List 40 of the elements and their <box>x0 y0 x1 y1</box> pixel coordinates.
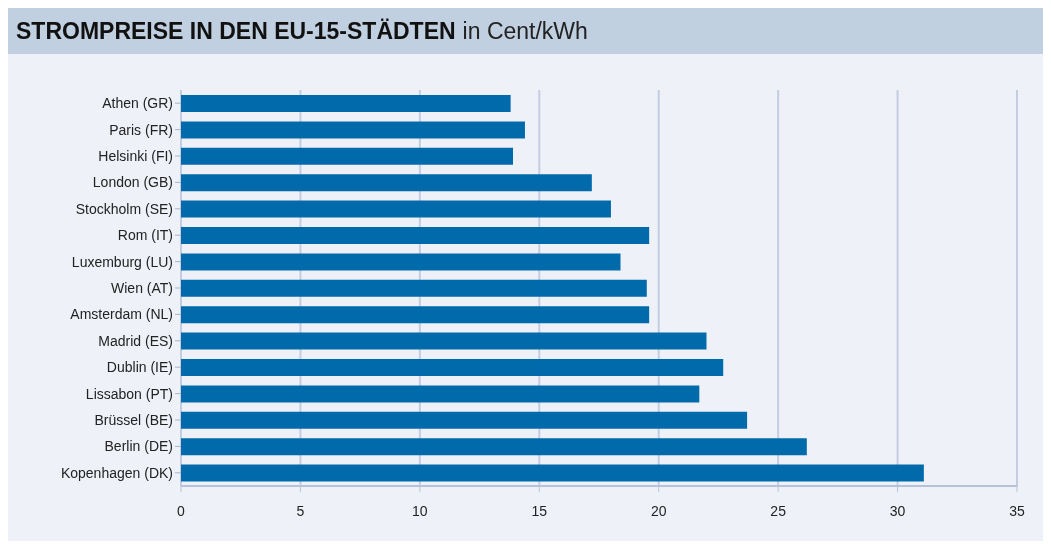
x-tick-label: 20 <box>650 502 667 519</box>
x-tick-label: 15 <box>531 502 548 519</box>
y-tick-label: Lissabon (PT) <box>85 385 173 402</box>
y-tick-label: Rom (IT) <box>117 227 173 244</box>
x-tick-label: 35 <box>1009 502 1025 519</box>
y-tick-label: Kopenhagen (DK) <box>60 464 173 481</box>
x-tick-label: 25 <box>770 502 787 519</box>
bar <box>181 147 514 165</box>
y-tick-label: Athen (GR) <box>102 95 173 112</box>
x-tick-label: 5 <box>296 502 305 519</box>
y-tick-label: London (GB) <box>92 174 173 191</box>
y-tick-label: Wien (AT) <box>111 279 173 296</box>
bar <box>181 121 525 139</box>
y-tick-label: Helsinki (FI) <box>98 147 173 164</box>
y-tick-label: Paris (FR) <box>109 121 173 138</box>
bar <box>181 464 924 482</box>
bar <box>181 306 650 324</box>
bar <box>181 385 700 403</box>
y-tick-label: Dublin (IE) <box>106 359 173 376</box>
chart-title: STROMPREISE IN DEN EU-15-STÄDTEN <box>16 17 456 45</box>
bar <box>181 200 611 218</box>
y-tick-label: Madrid (ES) <box>98 332 173 349</box>
bar <box>181 227 650 244</box>
x-tick-label: 30 <box>889 502 906 519</box>
x-tick-label: 10 <box>412 502 428 519</box>
y-tick-label: Berlin (DE) <box>104 438 173 455</box>
x-tick-label: 0 <box>177 502 186 519</box>
bar <box>181 253 621 271</box>
bar <box>181 95 511 112</box>
bar <box>181 411 748 429</box>
bar <box>181 279 647 297</box>
y-tick-label: Luxemburg (LU) <box>71 253 173 270</box>
bar <box>181 332 707 350</box>
y-tick-label: Brüssel (BE) <box>94 411 173 428</box>
bar <box>181 174 592 192</box>
chart-subtitle: in Cent/kWh <box>462 17 588 45</box>
y-tick-label: Amsterdam (NL) <box>70 306 173 323</box>
bar <box>181 359 724 376</box>
y-tick-label: Stockholm (SE) <box>75 200 173 217</box>
bar <box>181 438 807 456</box>
